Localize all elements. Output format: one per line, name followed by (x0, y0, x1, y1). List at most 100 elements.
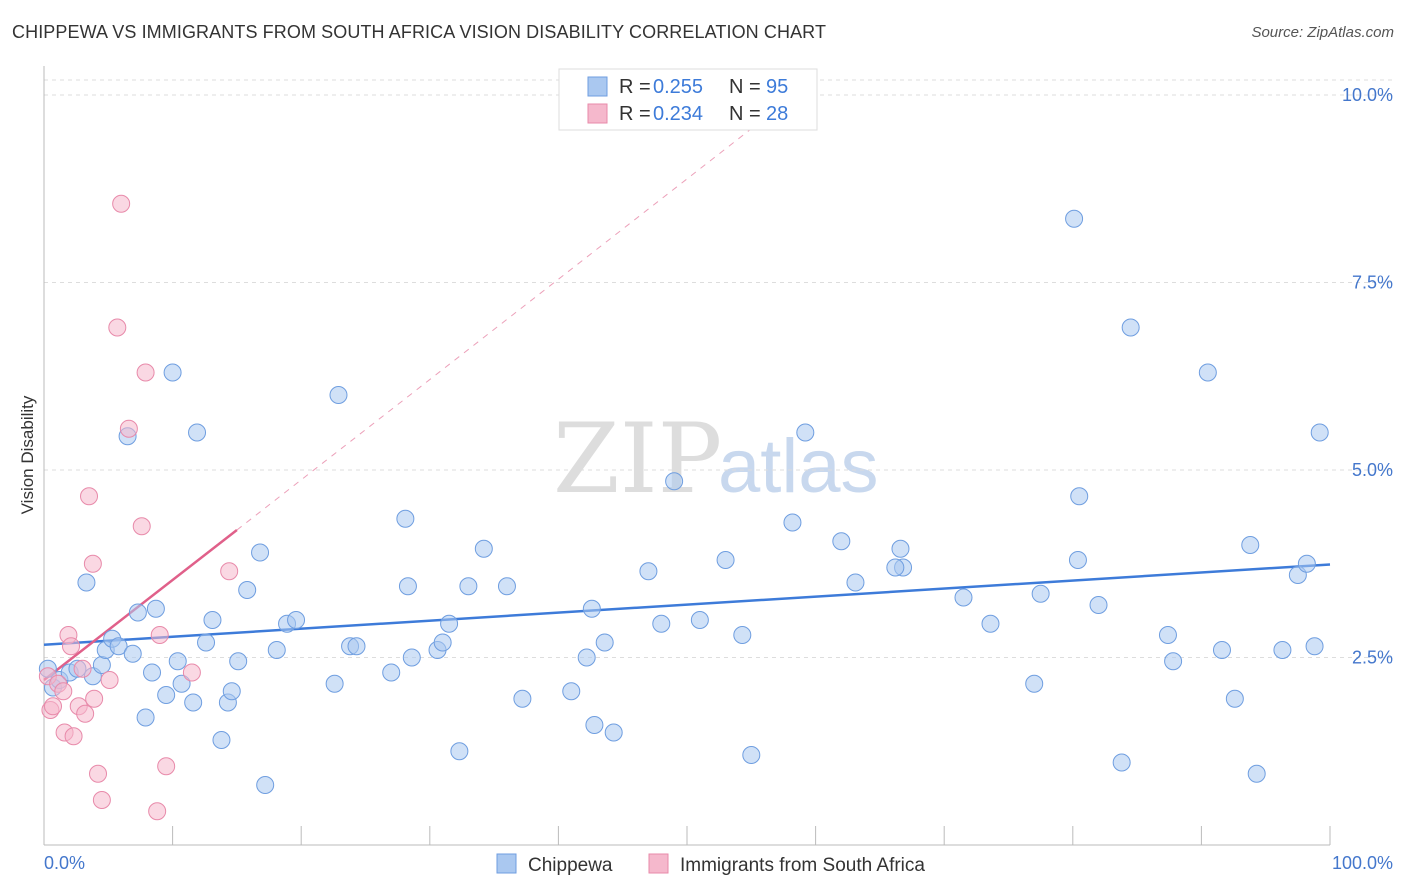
immigrants-point (80, 487, 99, 506)
immigrants-point (73, 659, 92, 678)
immigrants-point (119, 419, 138, 438)
legend-n-label-1: N = (729, 76, 761, 98)
chippewa-point (251, 543, 270, 562)
legend-r-label-1: R = (619, 76, 651, 98)
chippewa-point (1305, 637, 1324, 656)
bottom-legend-immigrants: Immigrants from South Africa (680, 855, 925, 876)
immigrants-point (64, 727, 83, 746)
chippewa-point (846, 573, 865, 592)
chippewa-point (433, 633, 452, 652)
legend-swatch-pink (587, 103, 608, 124)
immigrants-point (54, 682, 73, 701)
chippewa-point (163, 363, 182, 382)
immigrants-trend-extension (236, 128, 752, 531)
page-title: CHIPPEWA VS IMMIGRANTS FROM SOUTH AFRICA… (12, 22, 827, 42)
immigrants-point (89, 764, 108, 783)
chippewa-point (197, 633, 216, 652)
axes: 2.5% 5.0% 7.5% 10.0% 0.0% 100.0% (43, 66, 1393, 873)
chippewa-point (595, 633, 614, 652)
chippewa-point (1212, 641, 1231, 659)
chippewa-point (891, 539, 910, 558)
chippewa-point (604, 723, 623, 742)
chippewa-point (222, 682, 241, 701)
chippewa-point (585, 716, 604, 734)
chippewa-point (577, 648, 596, 667)
chippewa-point (450, 742, 469, 761)
legend-n-value-1: 95 (766, 76, 788, 98)
immigrants-point (85, 689, 104, 708)
legend-r-label-2: R = (619, 103, 651, 125)
y-tick-label: 7.5% (1352, 273, 1393, 293)
chippewa-point (168, 652, 187, 671)
chippewa-point (440, 614, 459, 633)
chippewa-point (1065, 209, 1084, 228)
chippewa-point (733, 626, 752, 644)
chippewa-point (582, 599, 601, 618)
chippewa-point (742, 746, 761, 764)
chippewa-point (1164, 652, 1183, 671)
immigrants-point (92, 791, 111, 809)
legend-r-value-2: 0.234 (653, 103, 703, 125)
chippewa-point (1225, 689, 1244, 708)
immigrants-point (112, 194, 131, 213)
chippewa-point (1198, 363, 1217, 382)
chippewa-point (184, 693, 203, 712)
grid (44, 79, 1392, 658)
chippewa-point (1089, 596, 1108, 614)
immigrants-point (148, 802, 167, 821)
legend-r-value-1: 0.255 (653, 76, 703, 98)
chippewa-point (128, 603, 147, 622)
immigrants-point (150, 626, 169, 644)
chippewa-point (690, 611, 709, 629)
chippewa-point (92, 656, 111, 674)
chippewa-point (954, 588, 973, 607)
chippewa-point (832, 532, 851, 551)
chippewa-point (1025, 674, 1044, 693)
chippewa-point (1273, 641, 1292, 659)
chippewa-point (665, 472, 684, 491)
immigrants-point (220, 562, 239, 581)
chippewa-point (639, 562, 658, 581)
chippewa-point (459, 577, 478, 596)
chippewa-point (325, 674, 344, 693)
immigrants-point (108, 318, 127, 337)
x-tick-label: 100.0% (1332, 853, 1393, 873)
y-tick-label: 10.0% (1342, 85, 1393, 105)
bottom-legend-chippewa: Chippewa (528, 855, 613, 876)
watermark: ZIP atlas (553, 403, 879, 515)
immigrants-point (44, 697, 63, 716)
chippewa-point (136, 708, 155, 727)
chippewa-point (1297, 554, 1316, 573)
immigrants-point (132, 517, 151, 536)
chippewa-point (716, 551, 735, 569)
chippewa-point (513, 689, 532, 708)
legend: R = 0.255 N = 95 R = 0.234 N = 28 (558, 68, 818, 131)
bottom-legend: Chippewa Immigrants from South Africa (496, 853, 925, 876)
chippewa-point (1031, 584, 1050, 603)
chippewa-point (783, 513, 802, 532)
chippewa-point (123, 644, 142, 663)
chippewa-point (329, 386, 348, 404)
chippewa-point (497, 577, 516, 596)
chippewa-point (398, 577, 417, 596)
chippewa-point (188, 423, 207, 442)
chippewa-point (287, 611, 306, 629)
chippewa-point (1070, 487, 1089, 506)
chippewa-point (1310, 423, 1329, 442)
chippewa-point (796, 423, 815, 442)
chippewa-point (203, 611, 222, 629)
chippewa-point (347, 637, 366, 656)
immigrants-point (136, 363, 155, 382)
immigrants-point (182, 663, 201, 682)
legend-n-label-2: N = (729, 103, 761, 125)
chippewa-point (1241, 536, 1260, 554)
chippewa-point (1068, 551, 1087, 569)
immigrants-point (100, 671, 119, 689)
immigrants-point (157, 757, 176, 776)
chippewa-point (238, 581, 257, 599)
y-tick-label: 2.5% (1352, 648, 1393, 668)
watermark-atlas: atlas (718, 424, 879, 509)
chippewa-point (256, 776, 275, 794)
chippewa-point (652, 614, 671, 633)
immigrants-point (83, 554, 102, 573)
